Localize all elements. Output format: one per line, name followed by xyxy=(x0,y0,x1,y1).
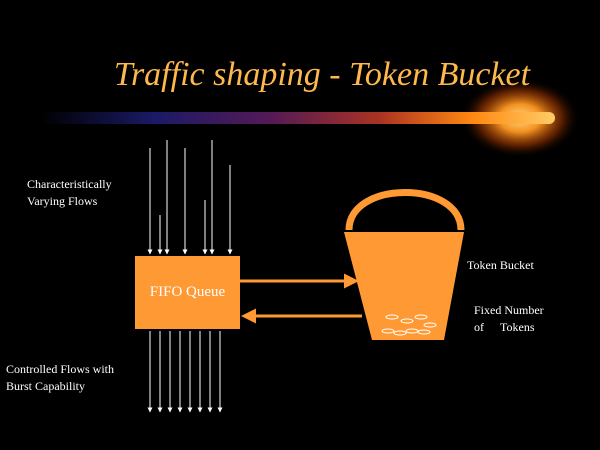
token xyxy=(385,314,399,320)
token-bucket-label: Token Bucket xyxy=(467,258,534,272)
outgoing-flows-label-line2: Burst Capability xyxy=(6,379,85,393)
token xyxy=(381,328,395,334)
incoming-flow-arrows xyxy=(147,140,233,255)
token xyxy=(414,314,428,320)
token xyxy=(393,330,407,336)
token xyxy=(400,318,414,324)
title-gradient-bar xyxy=(40,112,555,124)
token xyxy=(417,329,431,335)
fixed-tokens-label-line2: of Tokens xyxy=(474,319,544,336)
incoming-flows-label-line2: Varying Flows xyxy=(27,194,98,208)
fixed-tokens-label-of: of xyxy=(474,320,484,334)
fixed-tokens-label-tokens: Tokens xyxy=(500,320,535,334)
incoming-flows-label: Characteristically Varying Flows xyxy=(27,176,112,210)
tokens xyxy=(381,314,437,336)
fixed-tokens-label-line1: Fixed Number xyxy=(474,303,544,317)
outgoing-flows-label: Controlled Flows with Burst Capability xyxy=(6,361,114,395)
outgoing-flow-arrows xyxy=(147,331,223,413)
fifo-queue-box xyxy=(135,256,240,329)
incoming-flows-label-line1: Characteristically xyxy=(27,177,112,191)
outgoing-flows-label-line1: Controlled Flows with xyxy=(6,362,115,376)
bucket-handle xyxy=(345,189,465,231)
slide-title: Traffic shaping - Token Bucket xyxy=(113,56,531,93)
token-bucket-icon xyxy=(344,232,464,340)
fixed-tokens-label: Fixed Number of Tokens xyxy=(474,302,544,336)
token xyxy=(423,322,437,328)
